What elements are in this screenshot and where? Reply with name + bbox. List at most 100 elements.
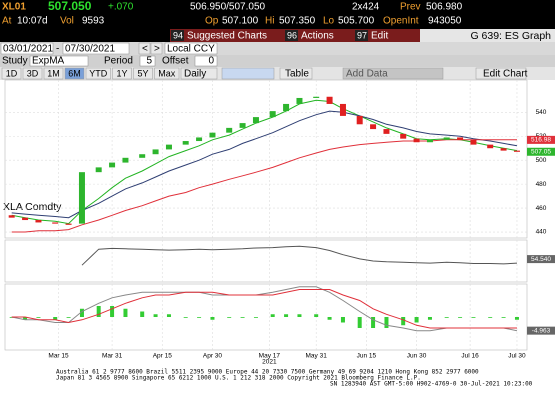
- menu-key[interactable]: 94: [173, 30, 183, 40]
- candle: [252, 117, 259, 124]
- menu-item[interactable]: 97 Edit: [355, 30, 388, 42]
- range-button[interactable]: [64, 67, 85, 80]
- histogram-bar: [183, 317, 188, 318]
- candle: [78, 172, 85, 224]
- candle: [239, 123, 246, 128]
- value-tag-label: 54.540: [531, 256, 551, 263]
- offset-label: Offset: [162, 56, 189, 67]
- offset[interactable]: 0: [208, 56, 214, 67]
- menu-label[interactable]: Edit: [371, 31, 388, 42]
- footer-area: [0, 365, 555, 400]
- period-input[interactable]: [139, 55, 156, 67]
- range-button[interactable]: [154, 67, 180, 80]
- candle: [400, 133, 407, 139]
- candle: [457, 137, 464, 140]
- range-group: 1D 3D 1M 6M YTD 1Y 5Y Max: [1, 67, 180, 80]
- histogram-bar: [110, 306, 115, 317]
- edit-chart-button[interactable]: [475, 67, 527, 80]
- y-tick-label: 480: [536, 181, 547, 188]
- range-label[interactable]: Max: [158, 68, 176, 78]
- end-date[interactable]: 07/30/2021: [65, 44, 115, 55]
- date-separator: -: [56, 44, 59, 55]
- menu-label[interactable]: Actions: [301, 31, 334, 42]
- x-tick-label: Jun 15: [357, 353, 377, 360]
- study-label: Study: [2, 56, 28, 67]
- histogram-bar: [284, 314, 289, 317]
- candle: [139, 154, 146, 158]
- vol-label: Vol: [60, 16, 74, 27]
- study-select[interactable]: [29, 55, 89, 67]
- histogram-bar: [471, 317, 476, 318]
- study-name[interactable]: ExpMA: [32, 56, 65, 67]
- range-button[interactable]: [112, 67, 132, 80]
- vol: 9593: [82, 16, 105, 27]
- histogram-bar: [53, 317, 58, 320]
- menu-item[interactable]: 96 Actions: [285, 30, 334, 42]
- menu-item[interactable]: 94 Suggested Charts: [171, 30, 267, 42]
- x-tick-label: Apr 15: [153, 353, 173, 360]
- range-button[interactable]: [85, 67, 111, 80]
- candle: [196, 137, 203, 142]
- candle: [370, 124, 377, 130]
- candle: [413, 138, 420, 143]
- histogram-bar: [444, 317, 449, 318]
- frequency[interactable]: Daily: [184, 69, 206, 80]
- prev-label[interactable]: <: [142, 44, 148, 55]
- next-label[interactable]: >: [154, 44, 160, 55]
- candle: [326, 96, 333, 104]
- menu-label[interactable]: Suggested Charts: [187, 31, 267, 42]
- histogram-bar: [384, 317, 389, 328]
- y-tick-label: 500: [536, 157, 547, 164]
- time: 10:07d: [17, 16, 48, 27]
- range-label[interactable]: 1M: [47, 68, 60, 78]
- candle: [95, 167, 102, 173]
- range-label[interactable]: 1Y: [116, 68, 127, 78]
- chart-area: [0, 80, 555, 365]
- next-button[interactable]: [150, 42, 163, 55]
- histogram-bar: [253, 317, 258, 318]
- candle: [35, 220, 42, 223]
- histogram-bar: [23, 317, 28, 320]
- offset-input[interactable]: [194, 55, 218, 67]
- range-label[interactable]: YTD: [89, 68, 108, 78]
- histogram-bar: [371, 317, 376, 328]
- end-input[interactable]: [62, 42, 130, 55]
- currency[interactable]: Local CCY: [167, 44, 215, 55]
- range-label[interactable]: 1D: [6, 68, 18, 78]
- menu-key[interactable]: 96: [287, 30, 297, 40]
- value-tag-label: -4.963: [532, 327, 551, 334]
- range-button[interactable]: [1, 67, 22, 80]
- range-button[interactable]: [22, 67, 43, 80]
- histogram-bar: [270, 314, 275, 317]
- prev-button[interactable]: [138, 42, 151, 55]
- histogram-bar: [297, 314, 302, 317]
- range-label[interactable]: 6M: [68, 68, 81, 78]
- value-tag-label: 516.98: [531, 137, 551, 144]
- histogram-bar: [210, 317, 215, 320]
- currency-select[interactable]: [164, 42, 218, 55]
- range-button[interactable]: [133, 67, 153, 80]
- candle: [356, 115, 363, 125]
- style-button[interactable]: [221, 67, 275, 80]
- add-data[interactable]: Add Data: [346, 69, 388, 80]
- edit-chart[interactable]: Edit Chart: [483, 69, 528, 80]
- range-button[interactable]: [43, 67, 64, 80]
- candle: [283, 103, 290, 112]
- value-tag: [527, 147, 555, 156]
- candle: [339, 103, 346, 116]
- range-label[interactable]: 3D: [27, 68, 39, 78]
- start-input[interactable]: [0, 42, 54, 55]
- start-date[interactable]: 03/01/2021: [3, 44, 53, 55]
- add-data-input[interactable]: [342, 67, 444, 80]
- period[interactable]: 5: [146, 56, 152, 67]
- menu-key[interactable]: 97: [357, 30, 367, 40]
- candle: [209, 132, 216, 138]
- candle: [487, 144, 494, 149]
- frequency-select[interactable]: [180, 67, 218, 80]
- table-button[interactable]: [279, 67, 313, 80]
- table[interactable]: Table: [285, 69, 309, 80]
- candle: [226, 127, 233, 133]
- range-label[interactable]: 5Y: [137, 68, 148, 78]
- histogram-bar: [36, 317, 41, 318]
